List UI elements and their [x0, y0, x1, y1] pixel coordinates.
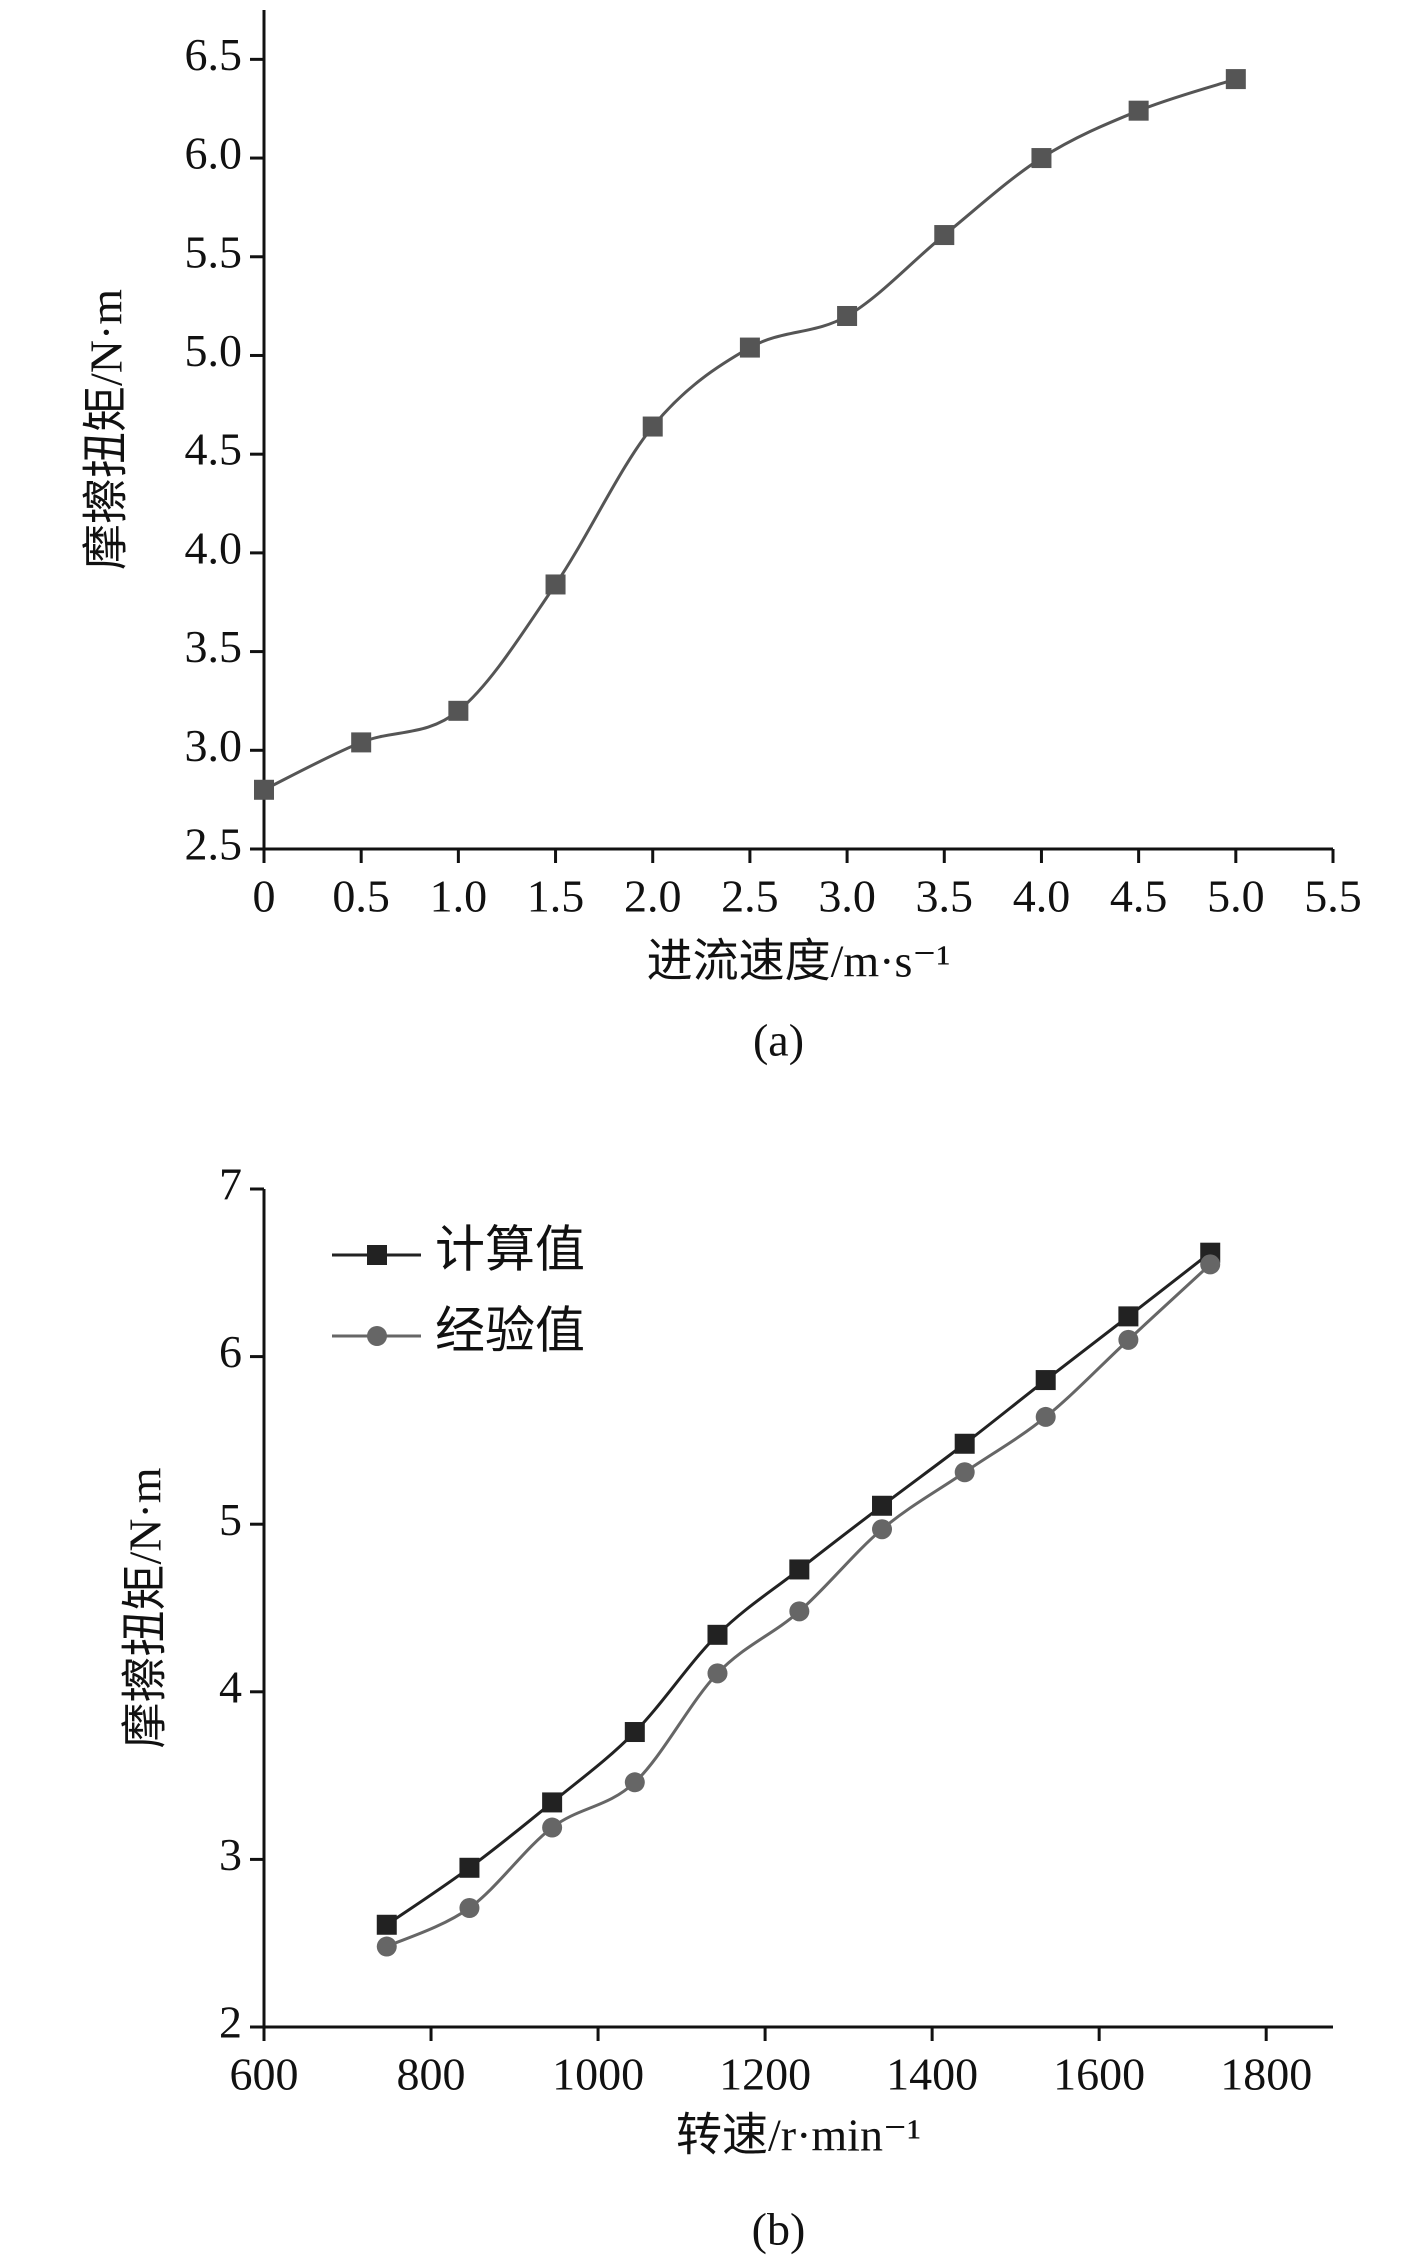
x-tick-label: 600 [230, 2049, 299, 2100]
x-axis-label: 转速/r·min⁻¹ [676, 2110, 921, 2161]
y-tick-label: 2.5 [185, 819, 243, 870]
marker [1225, 69, 1246, 90]
y-tick-label: 7 [219, 1159, 242, 1210]
marker [642, 416, 663, 437]
marker [459, 1898, 480, 1919]
marker [545, 574, 566, 595]
marker [459, 1857, 480, 1878]
x-tick-label: 0.5 [332, 871, 390, 922]
marker [448, 700, 469, 721]
caption: (b) [752, 2204, 806, 2255]
x-tick-label: 2.5 [721, 871, 779, 922]
y-tick-label: 4.5 [185, 424, 243, 475]
y-tick-label: 4.0 [185, 522, 243, 573]
marker [739, 337, 760, 358]
marker [1200, 1254, 1221, 1275]
x-tick-label: 1600 [1053, 2049, 1145, 2100]
marker [707, 1624, 728, 1645]
marker [542, 1817, 563, 1838]
y-tick-label: 5.0 [185, 325, 243, 376]
x-tick-label: 2.0 [624, 871, 682, 922]
marker [934, 225, 955, 246]
marker [1128, 100, 1149, 121]
x-tick-label: 1000 [552, 2049, 644, 2100]
legend-marker [367, 1245, 387, 1265]
y-tick-label: 3 [219, 1829, 242, 1880]
caption: (a) [753, 1015, 804, 1066]
marker [376, 1914, 397, 1935]
y-tick-label: 2 [219, 1997, 242, 2048]
y-tick-label: 3.5 [185, 621, 243, 672]
x-tick-label: 0 [253, 871, 276, 922]
marker [1118, 1329, 1139, 1350]
x-tick-label: 1.0 [430, 871, 488, 922]
marker [837, 305, 858, 326]
y-tick-label: 3.0 [185, 720, 243, 771]
marker [954, 1462, 975, 1483]
y-axis-label: 摩擦扭矩/N·m [120, 1467, 171, 1748]
x-tick-label: 3.0 [818, 871, 876, 922]
marker [872, 1495, 893, 1516]
x-tick-label: 1400 [886, 2049, 978, 2100]
marker [254, 779, 274, 800]
y-axis-label: 摩擦扭矩/N·m [81, 289, 132, 570]
y-tick-label: 5.5 [185, 226, 243, 277]
x-tick-label: 800 [397, 2049, 466, 2100]
x-axis-label: 进流速度/m·s⁻¹ [647, 936, 951, 987]
y-tick-label: 5 [219, 1494, 242, 1545]
marker [542, 1792, 563, 1813]
y-tick-label: 4 [219, 1661, 242, 1712]
x-tick-label: 1200 [719, 2049, 811, 2100]
y-tick-label: 6.0 [185, 128, 243, 179]
marker [1118, 1306, 1139, 1327]
x-tick-label: 4.5 [1110, 871, 1168, 922]
legend-label: 计算值 [435, 1221, 585, 1277]
marker [1035, 1406, 1056, 1427]
marker [789, 1601, 810, 1622]
marker [351, 732, 372, 753]
marker [624, 1772, 645, 1793]
marker [872, 1519, 893, 1540]
marker [789, 1559, 810, 1580]
x-tick-label: 3.5 [916, 871, 974, 922]
marker [1035, 1370, 1056, 1391]
y-tick-label: 6.5 [185, 29, 243, 80]
x-tick-label: 1.5 [527, 871, 585, 922]
marker [707, 1663, 728, 1684]
marker [376, 1936, 397, 1957]
series-line [263, 77, 1237, 792]
x-tick-label: 5.0 [1207, 871, 1265, 922]
x-tick-label: 1800 [1220, 2049, 1312, 2100]
marker [954, 1433, 975, 1454]
legend-label: 经验值 [435, 1302, 585, 1358]
y-tick-label: 6 [219, 1326, 242, 1377]
marker [1031, 148, 1052, 169]
x-tick-label: 5.5 [1304, 871, 1362, 922]
x-tick-label: 4.0 [1013, 871, 1071, 922]
legend-marker [367, 1326, 387, 1346]
marker [624, 1722, 645, 1743]
